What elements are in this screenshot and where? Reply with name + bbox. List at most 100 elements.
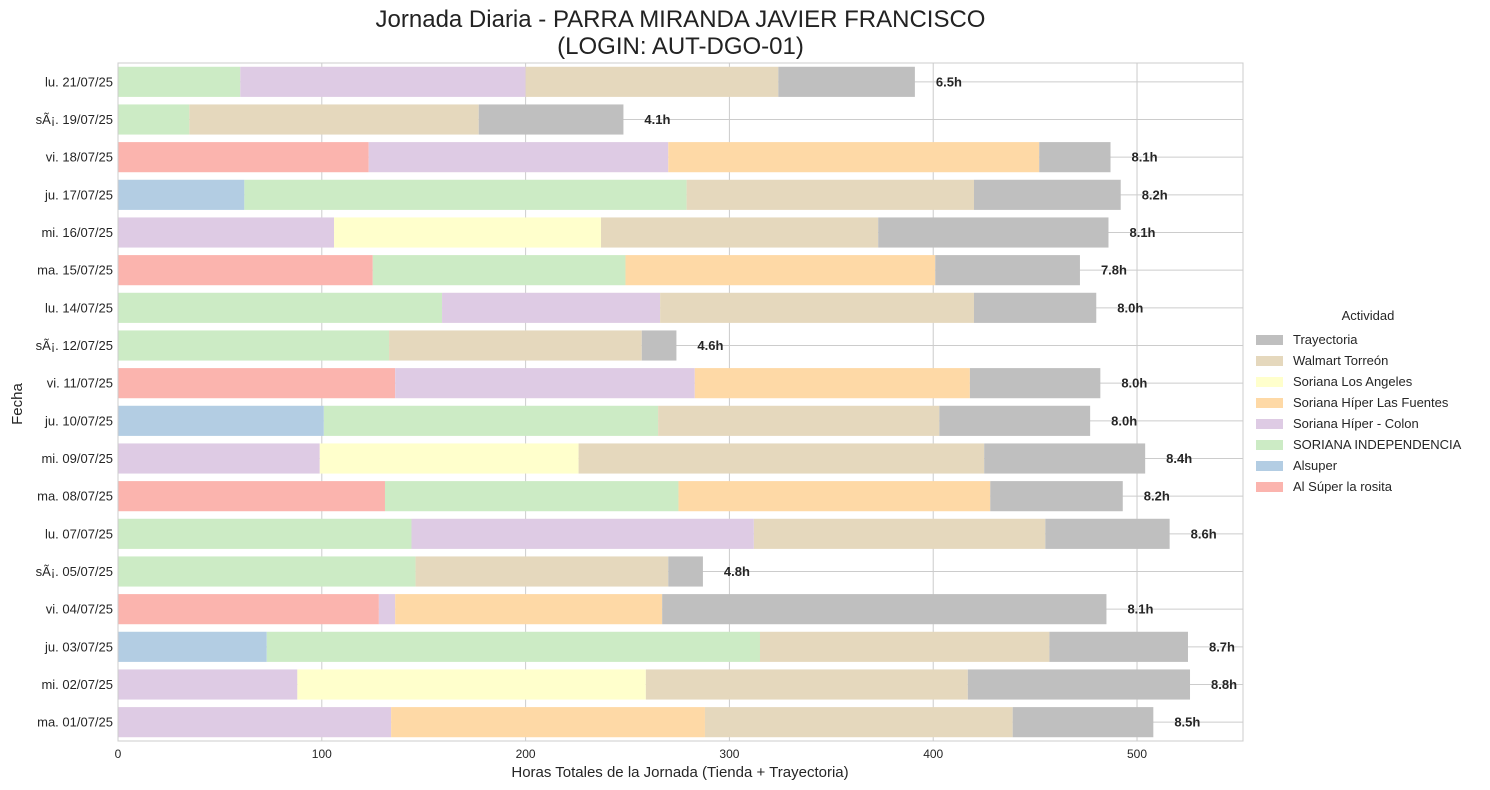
legend-label: Trayectoria — [1293, 332, 1358, 347]
legend-items: Trayectoria Walmart Torreón Soriana Los An… — [1252, 329, 1484, 497]
legend-label: Walmart Torreón — [1293, 353, 1389, 368]
bar-segment — [297, 669, 646, 700]
total-label: 8.2h — [1142, 187, 1168, 202]
y-tick-label: vi. 18/07/25 — [46, 150, 113, 165]
total-label: 8.5h — [1174, 715, 1200, 730]
y-tick-label: lu. 21/07/25 — [45, 74, 113, 89]
bar-segment — [686, 179, 974, 210]
bar-segment — [118, 255, 373, 286]
total-label: 8.6h — [1191, 526, 1217, 541]
bar-segment — [118, 631, 267, 662]
bar-segment — [1012, 707, 1154, 738]
bar-segment — [118, 405, 324, 436]
bar-segment — [391, 707, 705, 738]
legend-item: Walmart Torreón — [1252, 350, 1484, 371]
bar-segment — [118, 594, 379, 625]
legend-label: Al Súper la rosita — [1293, 479, 1392, 494]
bar-segment — [244, 179, 687, 210]
total-label: 8.1h — [1129, 225, 1155, 240]
bar-segment — [662, 594, 1107, 625]
bar-segment — [478, 104, 624, 135]
legend-item: Al Súper la rosita — [1252, 476, 1484, 497]
bar-segment — [118, 443, 320, 474]
y-tick-label: mi. 02/07/25 — [41, 677, 113, 692]
legend-label: Soriana Los Angeles — [1293, 374, 1413, 389]
y-tick-label: ma. 15/07/25 — [37, 263, 113, 278]
plot-area — [118, 63, 1243, 741]
legend-swatch — [1256, 460, 1283, 471]
y-tick-label: ju. 17/07/25 — [44, 187, 113, 202]
chart-subtitle: (LOGIN: AUT-DGO-01) — [557, 33, 804, 60]
bar-segment — [601, 217, 879, 248]
bar-segment — [378, 594, 396, 625]
bar-segment — [668, 556, 703, 587]
y-tick-label: ma. 01/07/25 — [37, 715, 113, 730]
y-tick-label: ma. 08/07/25 — [37, 489, 113, 504]
bar-segment — [240, 66, 526, 97]
bar-segment — [389, 330, 642, 361]
y-axis-label: Fecha — [9, 383, 26, 425]
legend-item: Soriana Híper Las Fuentes — [1252, 392, 1484, 413]
total-label: 4.8h — [724, 564, 750, 579]
bar-segment — [1049, 631, 1188, 662]
total-label: 6.5h — [936, 74, 962, 89]
bar-segment — [645, 669, 968, 700]
x-tick-label: 0 — [115, 747, 122, 761]
legend-label: Soriana Híper - Colon — [1293, 416, 1419, 431]
bar-segment — [415, 556, 669, 587]
legend-title: Actividad — [1341, 308, 1395, 323]
bar-segment — [368, 142, 669, 173]
total-label: 8.4h — [1166, 451, 1192, 466]
bar-segment — [395, 594, 663, 625]
legend-label: Alsuper — [1293, 458, 1338, 473]
total-label: 8.1h — [1127, 602, 1153, 617]
legend-swatch — [1256, 439, 1283, 450]
bar-segment — [778, 66, 915, 97]
bar-segment — [967, 669, 1191, 700]
bar-segment — [641, 330, 677, 361]
bar-segment — [384, 481, 679, 512]
bar-segment — [878, 217, 1109, 248]
bar-segment — [578, 443, 985, 474]
legend-swatch — [1256, 376, 1283, 387]
bar-segment — [118, 518, 412, 549]
bar-segment — [660, 292, 974, 323]
total-label: 8.1h — [1132, 150, 1158, 165]
bar-segment — [118, 142, 369, 173]
bar-segment — [323, 405, 659, 436]
bar-segment — [694, 368, 970, 399]
bar-segment — [525, 66, 779, 97]
bar-segment — [442, 292, 661, 323]
legend-swatch — [1256, 355, 1283, 366]
legend-swatch — [1256, 334, 1283, 345]
legend-item: Trayectoria — [1252, 329, 1484, 350]
bar-segment — [969, 368, 1101, 399]
x-tick-label: 300 — [719, 747, 739, 761]
legend-swatch — [1256, 418, 1283, 429]
bar-segment — [395, 368, 695, 399]
bar-segment — [939, 405, 1091, 436]
bar-segment — [319, 443, 579, 474]
x-tick-label: 400 — [923, 747, 943, 761]
chart-title: Jornada Diaria - PARRA MIRANDA JAVIER FR… — [375, 6, 986, 33]
bar-segment — [1045, 518, 1170, 549]
y-tick-label: ju. 10/07/25 — [44, 413, 113, 428]
bar-segment — [984, 443, 1146, 474]
legend: Actividad Trayectoria Walmart Torreón Sori… — [1252, 308, 1484, 497]
bar-segment — [990, 481, 1123, 512]
bar-segment — [118, 669, 298, 700]
y-tick-label: sÃ¡. 05/07/25 — [36, 564, 113, 579]
x-tick-label: 200 — [516, 747, 536, 761]
y-tick-label: lu. 14/07/25 — [45, 300, 113, 315]
bar-segment — [973, 179, 1121, 210]
bar-segment — [118, 292, 443, 323]
legend-swatch — [1256, 397, 1283, 408]
total-label: 8.2h — [1144, 489, 1170, 504]
bar-segment — [753, 518, 1046, 549]
bar-segment — [118, 217, 335, 248]
y-tick-label: vi. 04/07/25 — [46, 602, 113, 617]
bar-segment — [118, 481, 385, 512]
legend-swatch — [1256, 481, 1283, 492]
bar-segment — [118, 707, 392, 738]
